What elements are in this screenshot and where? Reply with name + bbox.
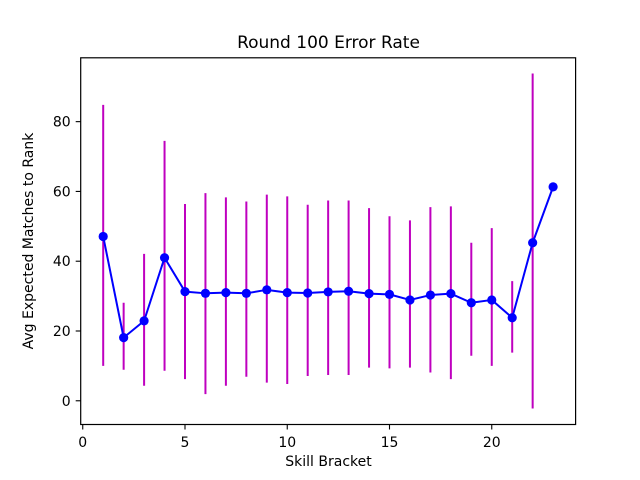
- data-point: [180, 286, 190, 297]
- data-point: [262, 285, 272, 295]
- data-point: [384, 289, 395, 299]
- y-tick-label: 40: [53, 254, 71, 270]
- y-axis-label: Avg Expected Matches to Rank: [21, 132, 37, 350]
- data-point: [241, 288, 251, 298]
- data-point: [487, 295, 497, 305]
- data-point: [119, 333, 129, 343]
- data-point: [221, 288, 231, 298]
- data-point: [425, 290, 436, 300]
- x-tick-label: 20: [483, 435, 501, 451]
- plot-border: [80, 57, 577, 426]
- data-point: [466, 298, 476, 308]
- chart-title: Round 100 Error Rate: [237, 33, 420, 53]
- x-tick-label: 0: [78, 435, 87, 451]
- y-tick-label: 80: [53, 115, 71, 131]
- data-point: [303, 288, 313, 298]
- y-tick-label: 0: [62, 394, 71, 410]
- data-point: [139, 316, 149, 326]
- data-point: [98, 231, 108, 242]
- data-point: [323, 287, 333, 297]
- x-axis-label: Skill Bracket: [285, 454, 372, 470]
- data-point: [405, 295, 415, 305]
- data-point: [200, 288, 211, 298]
- y-tick-label: 60: [53, 184, 71, 200]
- x-tick-label: 10: [278, 435, 296, 451]
- data-point: [282, 288, 292, 298]
- y-tick-label: 20: [53, 324, 71, 340]
- data-point: [364, 289, 374, 299]
- data-point: [446, 289, 456, 299]
- data-point: [344, 286, 354, 296]
- x-tick-label: 15: [381, 435, 399, 451]
- data-point: [548, 182, 558, 192]
- data-point: [507, 313, 517, 323]
- x-tick-label: 5: [181, 435, 190, 451]
- data-point: [159, 253, 170, 263]
- data-point: [528, 238, 538, 248]
